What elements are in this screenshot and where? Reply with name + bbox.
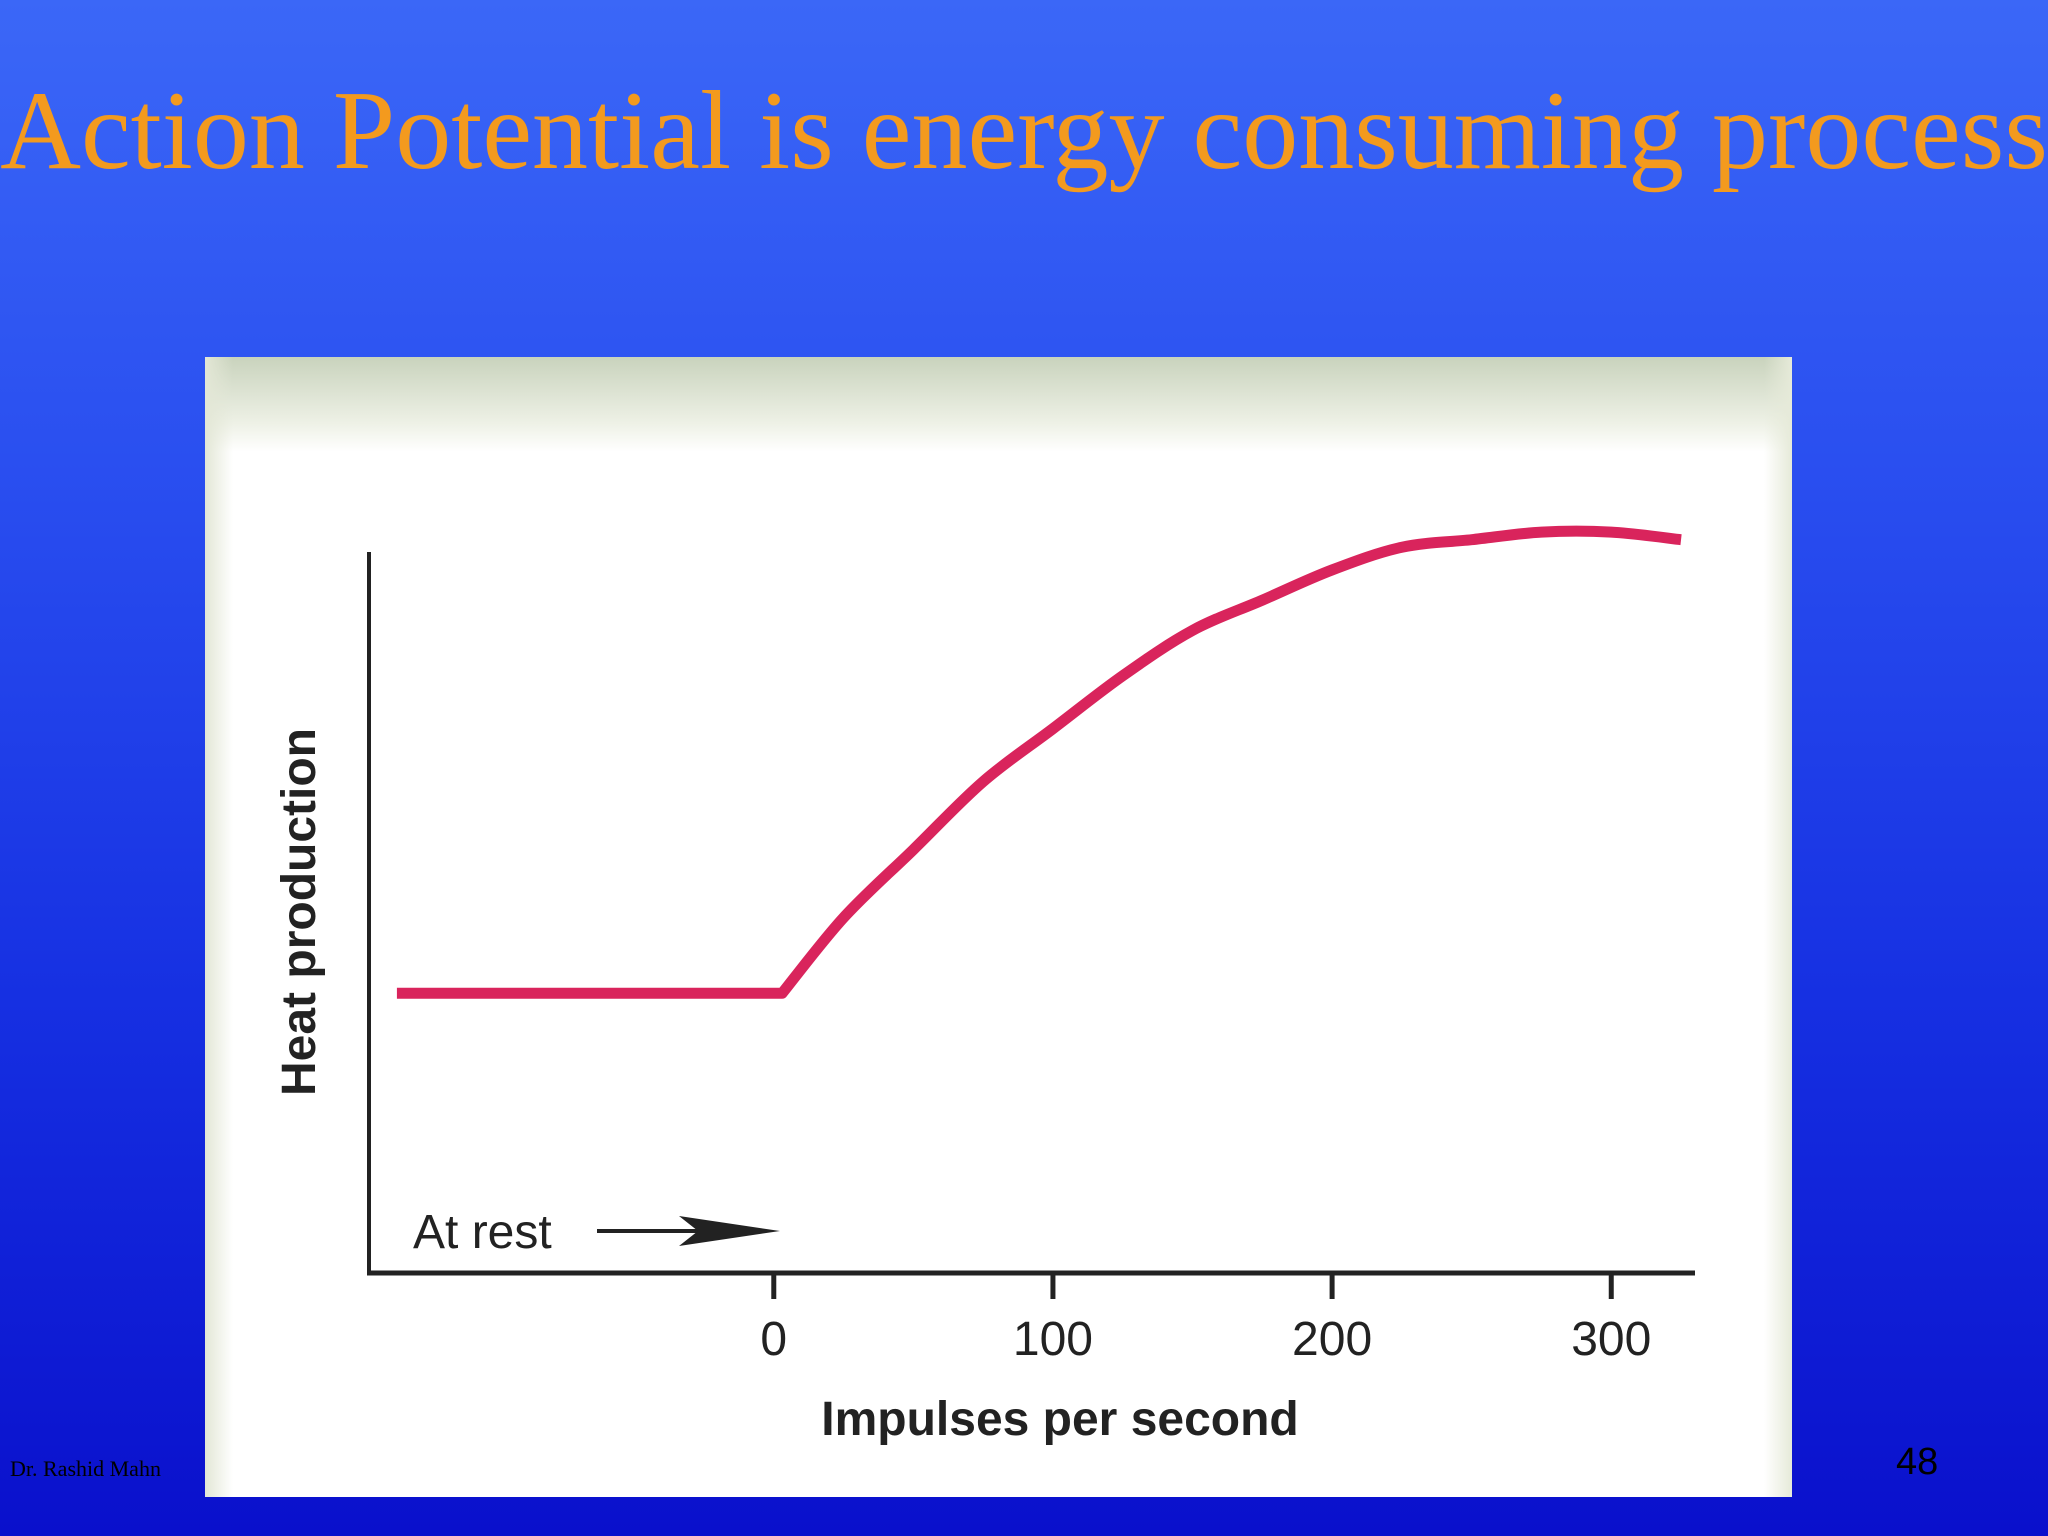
x-ticks xyxy=(771,1273,1614,1299)
slide-title: Action Potential is energy consuming pro… xyxy=(0,69,2048,193)
x-tick-label: 200 xyxy=(1292,1313,1372,1366)
x-tick-label: 0 xyxy=(760,1313,787,1366)
slide-number: 48 xyxy=(1896,1441,1939,1483)
panel-shade xyxy=(205,357,233,1497)
chart-panel: 0 100 200 300 Impulses per second Heat prod… xyxy=(205,357,1792,1497)
heat-production-curve xyxy=(396,525,1682,999)
footer-author: Dr. Rashid Mahn xyxy=(10,1456,161,1481)
chart: 0 100 200 300 Impulses per second Heat prod… xyxy=(273,525,1695,1446)
x-tick-labels: 0 100 200 300 xyxy=(760,1313,1651,1366)
x-axis-label: Impulses per second xyxy=(821,1393,1299,1446)
y-axis-label: Heat production xyxy=(273,728,326,1096)
at-rest-arrow xyxy=(597,1216,780,1246)
x-tick-label: 300 xyxy=(1571,1313,1651,1366)
x-tick-label: 100 xyxy=(1013,1313,1093,1366)
at-rest-label: At rest xyxy=(413,1206,552,1259)
